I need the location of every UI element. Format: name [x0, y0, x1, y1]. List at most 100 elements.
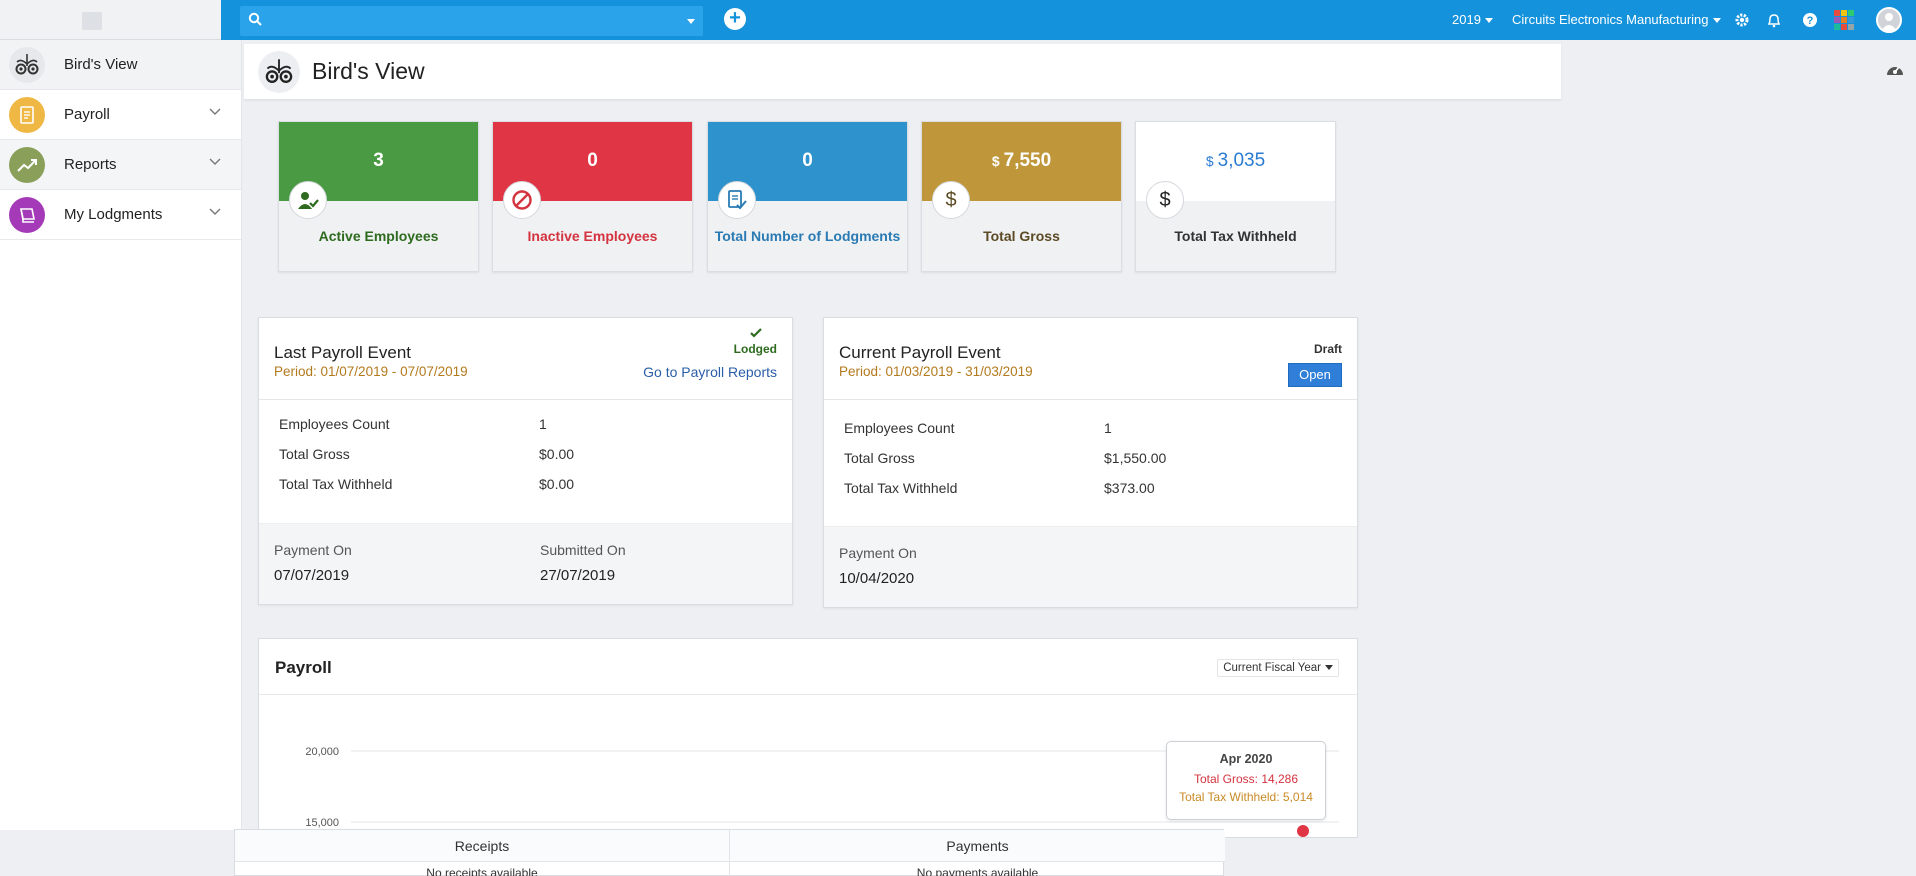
company-selector[interactable]: Circuits Electronics Manufacturing [1512, 12, 1721, 27]
sidebar-item-payroll[interactable]: Payroll [0, 90, 241, 140]
svg-text:?: ? [1807, 15, 1814, 27]
status-badge: Lodged [733, 342, 777, 356]
row-value: $0.00 [539, 476, 575, 492]
y-tick-label: 15,000 [305, 817, 339, 829]
row-value: $0.00 [539, 446, 575, 462]
year-selector[interactable]: 2019 [1452, 12, 1493, 27]
owl-icon [9, 47, 45, 83]
row-label: Total Tax Withheld [844, 480, 958, 496]
row-value: $1,550.00 [1104, 450, 1167, 466]
sidebar-item-my-lodgments[interactable]: My Lodgments [0, 190, 241, 240]
year-label: 2019 [1452, 12, 1481, 27]
chart-title: Payroll [275, 658, 332, 677]
empty-state-text: No receipts available [426, 866, 538, 876]
open-button[interactable]: Open [1288, 363, 1342, 387]
tooltip-title: Apr 2020 [1219, 752, 1273, 766]
sidebar-item-label: Reports [64, 156, 117, 173]
ban-icon [503, 181, 541, 219]
sidebar-item-label: My Lodgments [64, 206, 163, 223]
y-tick-label: 20,000 [305, 746, 339, 758]
avatar[interactable] [1876, 7, 1902, 33]
tooltip-tax: Total Tax Withheld: 5,014 [1179, 790, 1313, 804]
owl-icon [258, 51, 300, 93]
table-row: Employees Count 1 [279, 416, 792, 446]
payments-column: Payments No payments available [730, 830, 1225, 876]
chart-tooltip: Apr 2020 Total Gross: 14,286 Total Tax W… [1166, 741, 1326, 820]
row-label: Employees Count [844, 420, 955, 436]
search-dropdown-icon[interactable] [687, 19, 695, 24]
payment-on-value: 07/07/2019 [274, 567, 350, 584]
dashboard-gauge-icon[interactable] [1885, 61, 1905, 77]
stat-card-active-employees[interactable]: 3 Active Employees [278, 121, 479, 272]
divider [259, 694, 1357, 695]
stat-value: 0 [802, 150, 813, 171]
stat-value: 0 [587, 150, 598, 171]
currency-symbol: $ [991, 153, 1000, 169]
submitted-on-value: 27/07/2019 [540, 567, 616, 584]
sidebar-item-label: Bird's View [64, 56, 138, 73]
table-row: Employees Count 1 [844, 420, 1357, 450]
sidebar-item-reports[interactable]: Reports [0, 140, 241, 190]
stat-card-lodgments[interactable]: 0 Total Number of Lodgments [707, 121, 908, 272]
summary-rows: Employees Count 1 Total Gross $0.00 Total … [259, 400, 792, 528]
stat-label: Total Gross [983, 228, 1060, 244]
sidebar: Bird's View Payroll Reports My Lodgments [0, 40, 242, 830]
bell-icon[interactable] [1764, 10, 1784, 30]
document-icon [9, 97, 45, 133]
search-input[interactable] [240, 6, 703, 36]
add-button[interactable]: + [724, 8, 746, 30]
chevron-down-icon [209, 108, 221, 115]
status-badge: Draft [1313, 342, 1342, 356]
table-row: Total Tax Withheld $0.00 [279, 476, 792, 506]
employee-check-icon [289, 181, 327, 219]
panel-period: Period: 01/03/2019 - 31/03/2019 [839, 364, 1033, 379]
row-value: 1 [539, 416, 547, 432]
help-icon[interactable]: ? [1800, 10, 1820, 30]
stat-label: Total Tax Withheld [1174, 228, 1297, 244]
chevron-down-icon [209, 158, 221, 165]
chevron-down-icon [1712, 18, 1721, 24]
panel-period: Period: 01/07/2019 - 07/07/2019 [274, 364, 468, 379]
chevron-down-icon [209, 208, 221, 215]
table-row: Total Gross $1,550.00 [844, 450, 1357, 480]
receipts-column: Receipts No receipts available [235, 830, 730, 876]
stat-value: 7,550 [1003, 150, 1052, 171]
receipts-payments-panel: Receipts No receipts available Payments … [234, 829, 1225, 876]
fiscal-year-selector[interactable]: Current Fiscal Year [1217, 659, 1339, 677]
gear-icon[interactable] [1732, 10, 1752, 30]
stat-label: Active Employees [318, 228, 439, 244]
stat-label: Total Number of Lodgments [714, 228, 901, 244]
row-label: Total Gross [279, 446, 350, 462]
stat-card-total-gross[interactable]: $7,550 $ Total Gross [921, 121, 1122, 272]
sidebar-item-birds-view[interactable]: Bird's View [0, 40, 241, 90]
stat-value: 3 [373, 150, 384, 171]
app-logo[interactable] [0, 0, 221, 40]
document-check-icon [718, 181, 756, 219]
tab-payments[interactable]: Payments [730, 830, 1225, 862]
panel-header: Last Payroll Event Period: 01/07/2019 - … [259, 318, 792, 400]
row-label: Employees Count [279, 416, 390, 432]
stat-card-inactive-employees[interactable]: 0 Inactive Employees [492, 121, 693, 272]
apps-grid-icon[interactable] [1834, 10, 1854, 30]
logo-icon [82, 12, 102, 30]
table-row: Total Tax Withheld $373.00 [844, 480, 1357, 510]
top-bar: + 2019 Circuits Electronics Manufacturin… [0, 0, 1916, 40]
empty-state-text: No payments available [916, 866, 1039, 876]
summary-rows: Employees Count 1 Total Gross $1,550.00 To… [824, 400, 1357, 528]
panel-header: Current Payroll Event Period: 01/03/2019… [824, 318, 1357, 400]
row-value: $373.00 [1104, 480, 1155, 496]
row-label: Total Gross [844, 450, 915, 466]
search-icon [248, 12, 262, 26]
tooltip-gross: Total Gross: 14,286 [1193, 772, 1299, 786]
chevron-down-icon [1484, 18, 1493, 24]
page-header: Bird's View [244, 44, 1561, 100]
stat-label: Inactive Employees [527, 228, 658, 244]
row-label: Total Tax Withheld [279, 476, 393, 492]
data-point-total-gross[interactable] [1297, 825, 1309, 837]
tab-receipts[interactable]: Receipts [235, 830, 729, 862]
current-payroll-event-panel: Current Payroll Event Period: 01/03/2019… [823, 317, 1358, 608]
stat-card-total-tax-withheld[interactable]: $3,035 $ Total Tax Withheld [1135, 121, 1336, 272]
dollar-icon: $ [1146, 181, 1184, 219]
company-label: Circuits Electronics Manufacturing [1512, 12, 1709, 27]
go-to-payroll-reports-link[interactable]: Go to Payroll Reports [643, 364, 777, 380]
